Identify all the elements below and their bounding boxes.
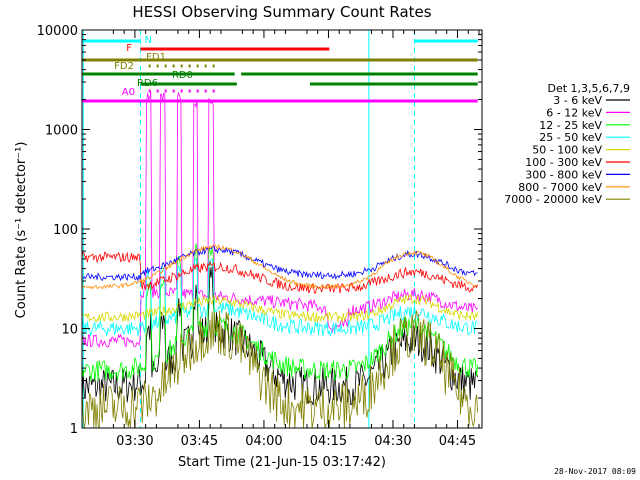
x-tick-label: 04:00 [245, 434, 282, 449]
series-line [82, 310, 479, 428]
footer-date: 28-Nov-2017 08:09 [554, 467, 636, 476]
x-tick-label: 04:30 [374, 434, 411, 449]
series-line [82, 293, 479, 323]
series-line [82, 251, 479, 295]
legend-label: 7000 - 20000 keV [504, 193, 602, 206]
flag-label: RD0 [172, 70, 193, 81]
legend-label: 300 - 800 keV [525, 168, 602, 181]
legend-label: 3 - 6 keV [553, 94, 602, 107]
flag-label: FD2 [114, 61, 134, 72]
flag-label: N [145, 35, 152, 46]
y-tick-label: 10 [61, 323, 78, 338]
flag-label: F [126, 43, 132, 54]
y-axis-label: Count Rate (s⁻¹ detector⁻¹) [14, 142, 29, 319]
series-layer [82, 91, 479, 428]
y-axis: 1 10 100 1000 10000 [37, 24, 482, 437]
y-tick-label: 1000 [45, 124, 78, 139]
x-tick-label: 04:15 [310, 434, 347, 449]
legend-title: Det 1,3,5,6,7,9 [547, 82, 630, 95]
series-line [82, 266, 479, 407]
series-line [82, 243, 479, 382]
legend-label: 25 - 50 keV [539, 131, 602, 144]
x-axis-label: Start Time (21-Jun-15 03:17:42) [178, 455, 386, 470]
y-tick-label: 10000 [37, 24, 78, 39]
legend-label: 6 - 12 keV [546, 106, 602, 119]
legend-label: 100 - 300 keV [525, 156, 602, 169]
series-line [82, 91, 478, 349]
flag-label: FD1 [146, 52, 166, 63]
x-tick-label: 03:45 [181, 434, 218, 449]
series-line [82, 243, 478, 290]
legend-label: 12 - 25 keV [539, 119, 602, 132]
flag-label: A0 [122, 87, 135, 98]
legend-label: 800 - 7000 keV [518, 181, 602, 194]
x-tick-label: 04:45 [439, 434, 476, 449]
x-tick-label: 03:30 [116, 434, 153, 449]
y-tick-label: 100 [53, 223, 78, 238]
x-axis: 03:30 03:45 04:00 04:15 04:30 04:45 [112, 30, 480, 449]
flag-label: RD6 [137, 78, 158, 89]
time-markers [82, 30, 415, 428]
series-line [82, 246, 478, 282]
legend-label: 50 - 100 keV [532, 144, 602, 157]
chart-title: HESSI Observing Summary Count Rates [132, 3, 431, 21]
y-tick-label: 1 [70, 422, 78, 437]
series-line [82, 257, 478, 338]
